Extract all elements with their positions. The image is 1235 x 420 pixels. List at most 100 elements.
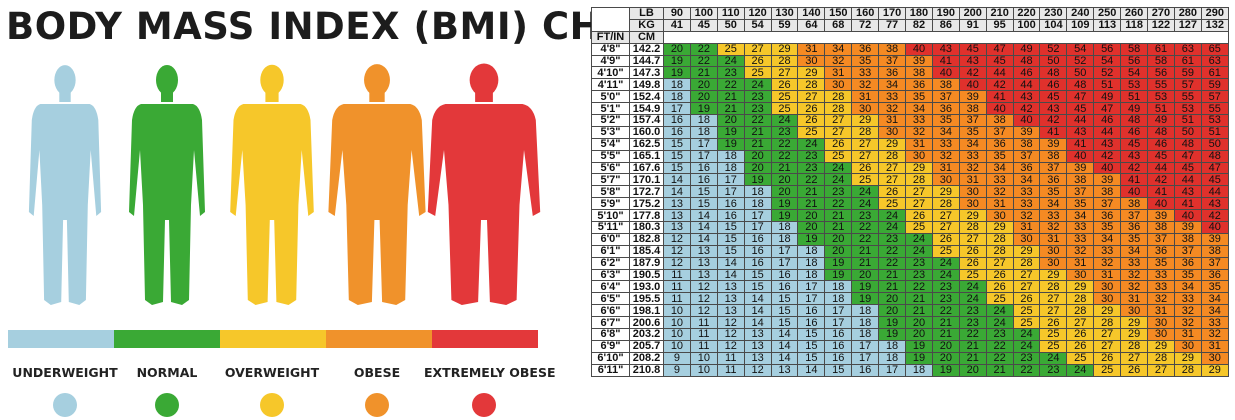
bmi-cell: 19 [878, 328, 907, 341]
bmi-cell: 41 [1039, 125, 1068, 139]
bmi-cell: 24 [743, 78, 772, 92]
bmi-cell: 14 [716, 256, 745, 270]
bmi-cell: 44 [1066, 114, 1095, 127]
bmi-cell: 49 [1012, 42, 1041, 56]
bmi-cell: 42 [1120, 161, 1149, 175]
bmi-cell: 42 [1200, 209, 1229, 223]
height-ftin: 6'9" [591, 339, 630, 353]
bmi-cell: 29 [797, 66, 826, 80]
legend-dot-normal [155, 393, 179, 417]
bmi-cell: 18 [689, 125, 718, 139]
bmi-cell: 23 [958, 304, 987, 318]
height-cm: 144.7 [629, 54, 664, 68]
bmi-cell: 17 [797, 280, 826, 294]
bmi-cell: 23 [905, 256, 933, 270]
bmi-cell: 35 [1039, 185, 1068, 199]
bmi-cell: 14 [716, 268, 745, 282]
bmi-cell: 28 [905, 173, 933, 187]
bmi-cell: 51 [1173, 114, 1202, 127]
height-ftin: 5'4" [591, 137, 630, 151]
bmi-cell: 48 [1173, 137, 1202, 151]
bmi-cell: 19 [689, 102, 718, 116]
weight-kg-header: 68 [824, 18, 853, 32]
bmi-cell: 18 [743, 185, 772, 199]
bmi-cell: 61 [1147, 42, 1175, 56]
bmi-cell: 18 [824, 292, 853, 306]
weight-kg-header: 127 [1173, 18, 1202, 32]
bmi-cell: 17 [716, 185, 745, 199]
bmi-cell: 35 [1147, 256, 1175, 270]
bmi-cell: 37 [1200, 256, 1229, 270]
bmi-cell: 20 [689, 90, 718, 104]
bmi-cell: 25 [824, 149, 853, 163]
bmi-cell: 61 [1173, 54, 1202, 68]
bmi-cell: 17 [743, 221, 772, 234]
bmi-cell: 29 [1200, 363, 1229, 377]
bmi-cell: 55 [1147, 78, 1175, 92]
bmi-cell: 26 [851, 161, 880, 175]
bmi-cell: 21 [931, 316, 960, 330]
bmi-cell: 57 [1173, 78, 1202, 92]
bmi-cell: 18 [716, 149, 745, 163]
bmi-cell: 33 [1147, 280, 1175, 294]
bmi-cell: 34 [1120, 244, 1149, 258]
bmi-cell: 24 [824, 173, 853, 187]
bmi-cell: 24 [1012, 339, 1041, 353]
bmi-cell: 11 [689, 316, 718, 330]
bmi-cell: 38 [985, 114, 1014, 127]
bmi-cell: 17 [689, 137, 718, 151]
bmi-cell: 23 [743, 102, 772, 116]
header-filler [663, 30, 1229, 44]
height-ftin: 5'9" [591, 197, 630, 211]
bmi-cell: 34 [1012, 173, 1041, 187]
bmi-cell: 15 [824, 363, 853, 377]
bmi-cell: 23 [824, 185, 853, 199]
height-cm: 172.7 [629, 185, 664, 199]
bmi-cell: 13 [663, 209, 691, 223]
bmi-cell: 38 [905, 66, 933, 80]
figure-underweight [28, 65, 102, 305]
bmi-cell: 23 [716, 66, 745, 80]
bmi-cell: 22 [689, 42, 718, 56]
bmi-cell: 28 [1147, 351, 1175, 365]
bmi-cell: 13 [689, 244, 718, 258]
table-row: 6'9" 205.7 10 11 12 13 14 15 16 17 18 19 20 21 22 24 25 2… [591, 339, 1229, 353]
figure-overweight [230, 64, 314, 305]
bmi-cell: 21 [797, 185, 826, 199]
bmi-cell: 36 [1012, 161, 1041, 175]
bmi-cell: 34 [985, 161, 1014, 175]
height-ftin: 5'2" [591, 114, 630, 127]
bmi-cell: 26 [985, 280, 1014, 294]
bmi-cell: 21 [743, 137, 772, 151]
height-cm: 193.0 [629, 280, 664, 294]
bmi-cell: 24 [1066, 363, 1095, 377]
weight-lb-header: 290 [1200, 7, 1229, 20]
bmi-cell: 16 [770, 268, 799, 282]
bmi-cell: 27 [1039, 292, 1068, 306]
bmi-cell: 31 [1039, 232, 1068, 246]
bmi-cell: 38 [1066, 173, 1095, 187]
weight-lb-header: 220 [1012, 7, 1041, 20]
bmi-cell: 24 [931, 268, 960, 282]
height-ftin: 5'0" [591, 90, 630, 104]
height-cm: 162.5 [629, 137, 664, 151]
weight-lb-header: 250 [1093, 7, 1122, 20]
bmi-cell: 31 [1066, 256, 1095, 270]
bmi-cell: 21 [958, 339, 987, 353]
bmi-cell: 16 [689, 161, 718, 175]
bmi-cell: 63 [1173, 42, 1202, 56]
bmi-cell: 38 [1200, 244, 1229, 258]
bmi-cell: 26 [743, 54, 772, 68]
weight-kg-header: 41 [663, 18, 691, 32]
bar-segment-overweight [220, 330, 326, 348]
bmi-cell: 31 [985, 197, 1014, 211]
bmi-cell: 19 [824, 268, 853, 282]
weight-lb-header: 210 [985, 7, 1014, 20]
bmi-cell: 19 [824, 256, 853, 270]
bmi-cell: 20 [663, 42, 691, 56]
bmi-cell: 59 [1200, 78, 1229, 92]
bmi-cell: 27 [1093, 328, 1122, 341]
table-row: 5'0" 152.4 18 20 21 23 25 27 28 31 33 35 37 39 41 43 45 4… [591, 90, 1229, 104]
bmi-cell: 40 [1173, 209, 1202, 223]
bmi-cell: 18 [797, 268, 826, 282]
